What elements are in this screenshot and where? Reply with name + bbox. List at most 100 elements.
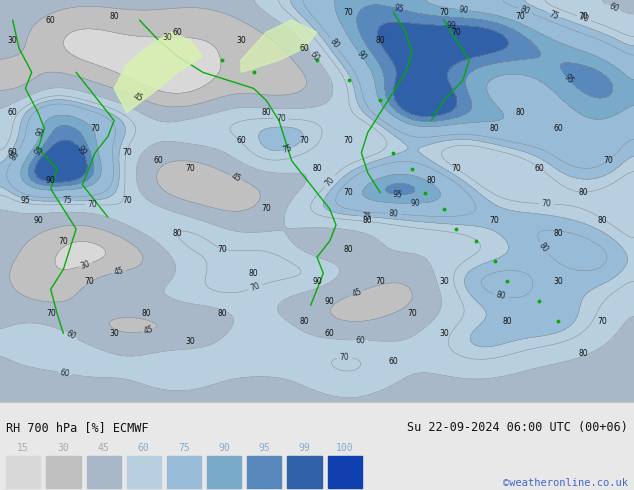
Text: 70: 70 bbox=[249, 281, 261, 293]
Text: 80: 80 bbox=[495, 291, 507, 301]
Text: 80: 80 bbox=[217, 309, 227, 318]
Text: 30: 30 bbox=[185, 337, 195, 346]
Text: 70: 70 bbox=[578, 12, 590, 24]
Bar bbox=[247, 457, 281, 488]
Text: 60: 60 bbox=[388, 357, 398, 366]
Text: 80: 80 bbox=[363, 217, 373, 225]
Text: 70: 70 bbox=[451, 164, 462, 173]
Text: 70: 70 bbox=[217, 245, 227, 254]
Text: 70: 70 bbox=[344, 136, 354, 145]
Text: 70: 70 bbox=[375, 277, 385, 286]
Text: 80: 80 bbox=[249, 269, 259, 278]
Text: 60: 60 bbox=[138, 443, 150, 453]
Text: 70: 70 bbox=[344, 7, 354, 17]
Text: 95: 95 bbox=[394, 3, 405, 15]
Text: 30: 30 bbox=[58, 443, 69, 453]
Text: 75: 75 bbox=[62, 196, 72, 205]
Text: RH 700 hPa [%] ECMWF: RH 700 hPa [%] ECMWF bbox=[6, 421, 149, 434]
Text: 70: 70 bbox=[299, 136, 309, 145]
Text: 70: 70 bbox=[578, 12, 588, 21]
Text: 30: 30 bbox=[8, 36, 18, 45]
Text: 90: 90 bbox=[218, 443, 230, 453]
Bar bbox=[167, 457, 201, 488]
Text: 30: 30 bbox=[109, 329, 119, 338]
Text: 90: 90 bbox=[33, 217, 43, 225]
Text: 45: 45 bbox=[351, 287, 363, 299]
Text: 80: 80 bbox=[489, 124, 500, 133]
Text: 60: 60 bbox=[46, 16, 56, 24]
Text: 95: 95 bbox=[20, 196, 30, 205]
Text: 30: 30 bbox=[236, 36, 246, 45]
Text: 99: 99 bbox=[299, 443, 310, 453]
Text: 80: 80 bbox=[172, 228, 183, 238]
Text: 60: 60 bbox=[59, 368, 70, 378]
Text: 70: 70 bbox=[439, 7, 449, 17]
Polygon shape bbox=[114, 32, 203, 113]
Text: 70: 70 bbox=[515, 12, 525, 21]
Text: 95: 95 bbox=[258, 443, 270, 453]
Text: 80: 80 bbox=[426, 176, 436, 185]
Text: 70: 70 bbox=[541, 199, 552, 209]
Text: 45: 45 bbox=[143, 325, 155, 336]
Text: 60: 60 bbox=[8, 108, 18, 117]
Text: 70: 70 bbox=[407, 309, 417, 318]
Text: 80: 80 bbox=[578, 349, 588, 358]
Text: 45: 45 bbox=[132, 92, 145, 104]
Text: 70: 70 bbox=[451, 27, 462, 37]
Text: 90: 90 bbox=[325, 297, 335, 306]
Text: 70: 70 bbox=[90, 124, 100, 133]
Text: 70: 70 bbox=[323, 174, 336, 188]
Text: 75: 75 bbox=[281, 143, 293, 155]
Text: 30: 30 bbox=[163, 33, 172, 42]
Text: 70: 70 bbox=[84, 277, 94, 286]
Text: 70: 70 bbox=[597, 317, 607, 326]
Text: 15: 15 bbox=[17, 443, 29, 453]
Text: 80: 80 bbox=[9, 149, 22, 163]
Text: 80: 80 bbox=[312, 164, 322, 173]
Bar bbox=[287, 457, 321, 488]
Text: 30: 30 bbox=[80, 259, 92, 270]
Text: 45: 45 bbox=[113, 267, 125, 277]
Text: 90: 90 bbox=[410, 198, 420, 208]
Text: 80: 80 bbox=[502, 317, 512, 326]
Text: 60: 60 bbox=[607, 1, 620, 14]
Text: 90: 90 bbox=[354, 49, 368, 62]
Text: 70: 70 bbox=[122, 196, 132, 205]
Text: 70: 70 bbox=[339, 353, 349, 362]
Text: 90: 90 bbox=[458, 5, 469, 15]
Text: 60: 60 bbox=[325, 329, 335, 338]
Text: 60: 60 bbox=[553, 124, 563, 133]
Text: 80: 80 bbox=[328, 37, 340, 50]
Text: 60: 60 bbox=[534, 164, 544, 173]
Bar bbox=[127, 457, 161, 488]
Text: 70: 70 bbox=[46, 309, 56, 318]
Text: 30: 30 bbox=[553, 277, 563, 286]
Text: 60: 60 bbox=[308, 50, 321, 63]
Text: 70: 70 bbox=[185, 164, 195, 173]
Text: 30: 30 bbox=[439, 277, 449, 286]
Text: 60: 60 bbox=[64, 329, 77, 342]
Text: 75: 75 bbox=[548, 9, 560, 21]
Text: ©weatheronline.co.uk: ©weatheronline.co.uk bbox=[503, 478, 628, 488]
Text: 70: 70 bbox=[87, 200, 98, 209]
Text: 90: 90 bbox=[46, 176, 56, 185]
Text: 60: 60 bbox=[236, 136, 246, 145]
Text: 45: 45 bbox=[98, 443, 110, 453]
Text: 80: 80 bbox=[553, 228, 563, 238]
Text: 45: 45 bbox=[230, 172, 243, 184]
Text: 95: 95 bbox=[562, 72, 575, 85]
Text: 75: 75 bbox=[361, 212, 372, 221]
Text: 100: 100 bbox=[335, 443, 353, 453]
Polygon shape bbox=[241, 20, 317, 73]
Text: 80: 80 bbox=[299, 317, 309, 326]
Text: 80: 80 bbox=[389, 209, 399, 219]
Text: 60: 60 bbox=[356, 336, 366, 345]
Text: 80: 80 bbox=[537, 241, 550, 254]
Text: 70: 70 bbox=[58, 237, 68, 245]
Bar bbox=[328, 457, 361, 488]
Text: 80: 80 bbox=[141, 309, 151, 318]
Text: 80: 80 bbox=[597, 217, 607, 225]
Text: 70: 70 bbox=[276, 114, 286, 123]
Text: 60: 60 bbox=[172, 27, 183, 37]
Text: 80: 80 bbox=[519, 5, 531, 17]
